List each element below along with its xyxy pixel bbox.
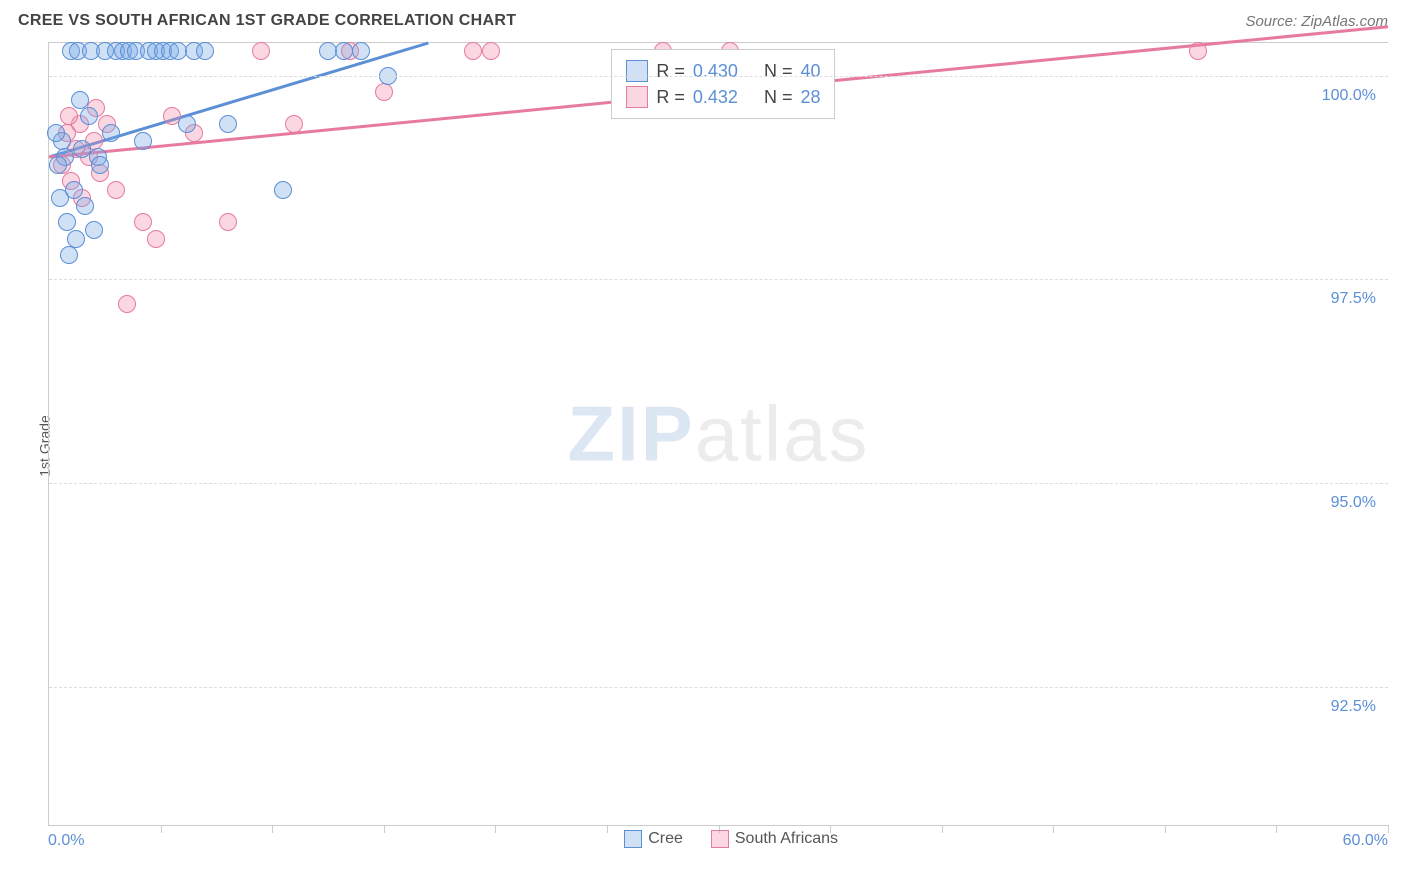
scatter-point-sa <box>147 230 165 248</box>
scatter-point-cree <box>58 213 76 231</box>
grid-line <box>49 76 1388 77</box>
legend-label-sa: South Africans <box>735 830 838 848</box>
series-legend: Cree South Africans <box>624 830 838 848</box>
legend-label-cree: Cree <box>648 830 683 848</box>
scatter-point-cree <box>196 42 214 60</box>
legend-swatch-sa <box>711 830 729 848</box>
scatter-point-cree <box>102 124 120 142</box>
scatter-point-cree <box>134 132 152 150</box>
legend-row-cree: R = 0.430 N = 40 <box>626 58 820 84</box>
x-axis-label: 60.0% <box>1343 832 1388 850</box>
x-tick <box>1388 825 1389 833</box>
legend-r-value-sa: 0.432 <box>693 87 738 108</box>
scatter-point-cree <box>49 156 67 174</box>
scatter-point-sa <box>60 107 78 125</box>
scatter-point-sa <box>285 115 303 133</box>
scatter-point-cree <box>178 115 196 133</box>
scatter-point-cree <box>76 197 94 215</box>
scatter-point-cree <box>71 91 89 109</box>
legend-n-value-cree: 40 <box>800 61 820 82</box>
scatter-point-sa <box>134 213 152 231</box>
legend-swatch-sa <box>626 86 648 108</box>
scatter-point-cree <box>65 181 83 199</box>
y-tick-label: 95.0% <box>1331 494 1376 512</box>
scatter-layer <box>49 43 1388 825</box>
legend-swatch-cree <box>626 60 648 82</box>
grid-line <box>49 279 1388 280</box>
chart-plot-area: ZIPatlas R =0.430N =40R =0.432N =28 100.… <box>48 42 1388 826</box>
scatter-point-cree <box>85 221 103 239</box>
legend-swatch-cree <box>624 830 642 848</box>
scatter-point-cree <box>91 156 109 174</box>
x-axis: 0.0% 60.0% Cree South Africans <box>48 826 1388 854</box>
scatter-point-sa <box>107 181 125 199</box>
source-attribution: Source: ZipAtlas.com <box>1245 13 1388 30</box>
legend-n-label: N = <box>764 87 793 108</box>
scatter-point-cree <box>274 181 292 199</box>
y-tick-label: 100.0% <box>1322 87 1376 105</box>
legend-row-sa: R = 0.432 N = 28 <box>626 84 820 110</box>
scatter-point-cree <box>335 42 353 60</box>
scatter-point-cree <box>67 230 85 248</box>
scatter-point-cree <box>80 107 98 125</box>
legend-r-label: R = <box>656 61 685 82</box>
scatter-point-sa <box>482 42 500 60</box>
scatter-point-sa <box>118 295 136 313</box>
x-axis-label: 0.0% <box>48 832 84 850</box>
grid-line <box>49 687 1388 688</box>
legend-r-value-cree: 0.430 <box>693 61 738 82</box>
scatter-point-cree <box>60 246 78 264</box>
scatter-point-sa <box>219 213 237 231</box>
y-tick-label: 97.5% <box>1331 290 1376 308</box>
scatter-point-cree <box>219 115 237 133</box>
scatter-point-sa <box>1189 42 1207 60</box>
grid-line <box>49 483 1388 484</box>
scatter-point-sa <box>375 83 393 101</box>
scatter-point-sa <box>252 42 270 60</box>
scatter-point-cree <box>352 42 370 60</box>
legend-n-label: N = <box>764 61 793 82</box>
legend-n-value-sa: 28 <box>800 87 820 108</box>
y-tick-label: 92.5% <box>1331 698 1376 716</box>
scatter-point-sa <box>464 42 482 60</box>
correlation-legend-box: R = 0.430 N = 40 R = 0.432 N = 28 <box>611 49 835 119</box>
legend-r-label: R = <box>656 87 685 108</box>
scatter-point-cree <box>47 124 65 142</box>
chart-title: CREE VS SOUTH AFRICAN 1ST GRADE CORRELAT… <box>18 12 516 30</box>
